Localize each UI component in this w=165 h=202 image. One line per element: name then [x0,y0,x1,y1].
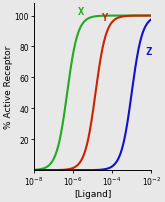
Y-axis label: % Active Receptor: % Active Receptor [4,46,13,129]
X-axis label: [Ligand]: [Ligand] [74,189,111,198]
Text: Z: Z [145,46,151,57]
Text: Y: Y [102,13,108,23]
Text: X: X [78,6,84,16]
